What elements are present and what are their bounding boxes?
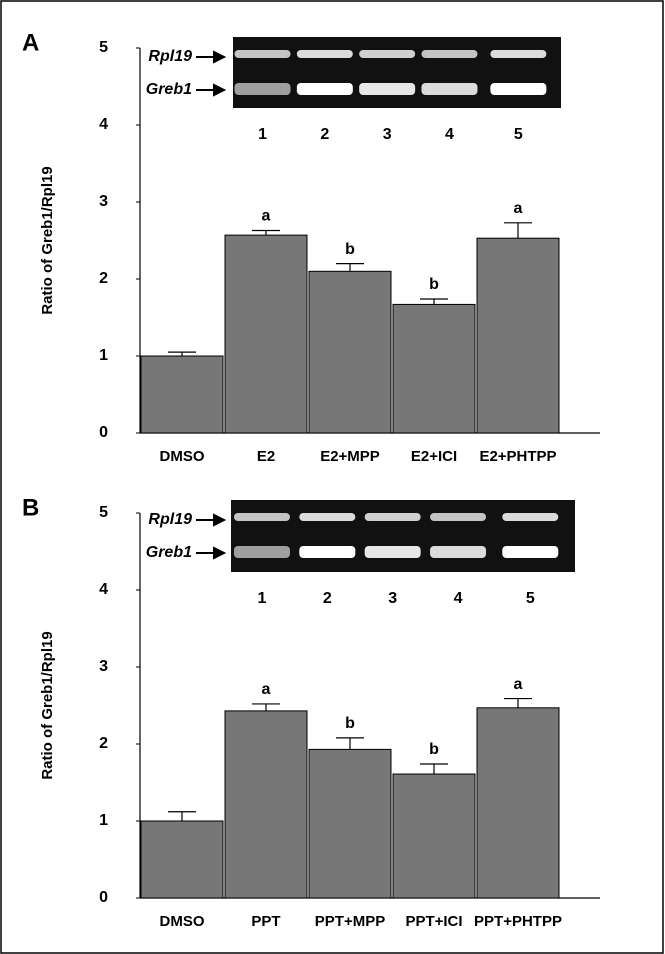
x-tick-label: PPT+ICI [405,913,462,930]
gel-band [502,546,558,558]
y-axis-label: Ratio of Greb1/Rpl19 [39,166,56,314]
y-tick-label: 2 [99,270,108,287]
error-bar [168,812,196,821]
y-tick-label: 0 [99,889,108,906]
lane-number: 2 [320,126,329,143]
significance-letter: a [514,676,523,693]
y-tick-label: 4 [99,581,108,598]
bar [225,235,307,433]
band-label: Greb1 [146,544,192,561]
error-bar [420,764,448,774]
band-label: Rpl19 [148,48,192,65]
bar [309,749,391,898]
figure: A Ratio of Greb1/Rpl19 0 1 2 3 4 5 DMSO a E2 b E2+MP… [0,0,665,954]
lane-number: 5 [526,590,535,607]
gel-band [234,513,290,521]
bar [141,821,223,898]
significance-letter: a [514,200,523,217]
error-bar [336,264,364,272]
gel-band [421,83,477,95]
significance-letter: a [262,681,271,698]
band-arrow [196,85,224,95]
gel-band [365,546,421,558]
error-bar [252,704,280,711]
x-tick-label: E2+PHTPP [479,448,556,465]
lane-number: 5 [514,126,523,143]
y-tick-label: 5 [99,39,108,56]
lane-number: 2 [323,590,332,607]
error-bar [336,738,364,750]
y-tick-label: 3 [99,658,108,675]
y-tick-label: 3 [99,193,108,210]
gel-band [430,513,486,521]
lane-number: 1 [258,590,267,607]
gel-band [359,50,415,58]
significance-letter: a [262,208,271,225]
gel-image [233,37,561,108]
lane-number: 1 [258,126,267,143]
error-bar [504,223,532,238]
gel-band [430,546,486,558]
gel-band [297,83,353,95]
gel-image [231,500,575,572]
significance-letter: b [345,241,355,258]
y-tick-label: 1 [99,812,108,829]
gel-band [359,83,415,95]
gel-band [234,546,290,558]
significance-letter: b [429,741,439,758]
significance-letter: b [429,276,439,293]
y-tick-label: 1 [99,347,108,364]
error-bar [420,299,448,304]
band-label: Rpl19 [148,511,192,528]
band-arrow [196,515,224,525]
x-tick-label: PPT [251,913,280,930]
gel-band [297,50,353,58]
y-tick-label: 0 [99,424,108,441]
bar [477,708,559,898]
gel-band [502,513,558,521]
gel-band [421,50,477,58]
bar [309,271,391,433]
y-tick-label: 5 [99,504,108,521]
bar [393,304,475,433]
band-arrow [196,52,224,62]
gel-band [235,50,291,58]
lane-number: 4 [445,126,454,143]
y-axis-label: Ratio of Greb1/Rpl19 [39,631,56,779]
x-tick-label: DMSO [160,913,205,930]
lane-number: 3 [383,126,392,143]
error-bar [252,230,280,235]
x-tick-label: E2+ICI [411,448,457,465]
band-label: Greb1 [146,81,192,98]
y-tick-label: 2 [99,735,108,752]
bar [393,774,475,898]
x-tick-label: E2+MPP [320,448,380,465]
gel-band [299,546,355,558]
gel-band [365,513,421,521]
bar [477,238,559,433]
gel-band [235,83,291,95]
panel-letter: B [22,494,39,521]
error-bar [168,352,196,356]
lane-number: 3 [388,590,397,607]
x-tick-label: PPT+MPP [315,913,385,930]
bar [141,356,223,433]
x-tick-label: PPT+PHTPP [474,913,562,930]
error-bar [504,699,532,708]
panel-letter: A [22,29,39,56]
page: A Ratio of Greb1/Rpl19 0 1 2 3 4 5 DMSO a E2 b E2+MP… [0,0,665,954]
band-arrow [196,548,224,558]
gel-band [490,50,546,58]
lane-number: 4 [454,590,463,607]
x-tick-label: E2 [257,448,275,465]
y-tick-label: 4 [99,116,108,133]
significance-letter: b [345,715,355,732]
x-tick-label: DMSO [160,448,205,465]
gel-band [490,83,546,95]
gel-band [299,513,355,521]
bar [225,711,307,898]
